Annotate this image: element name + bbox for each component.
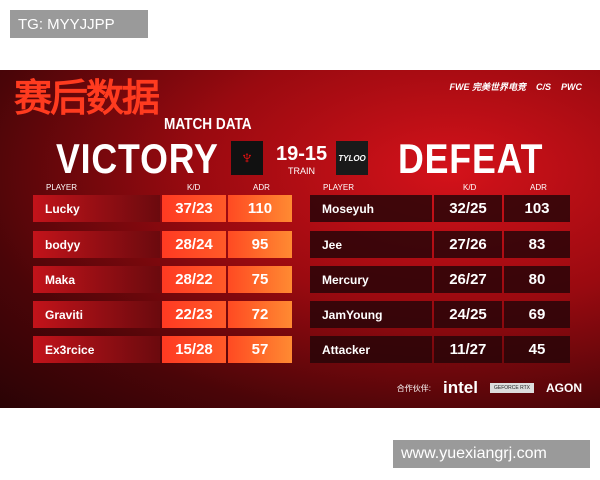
sponsor: C/S	[535, 82, 551, 92]
player-adr: 83	[504, 231, 570, 258]
player-name: Ex3rcice	[33, 336, 160, 363]
player-name: Maka	[33, 266, 160, 293]
partners: 合作伙伴: intel GEFORCE RTX AGON	[397, 378, 582, 398]
intel-logo: intel	[443, 378, 478, 397]
header-adr: ADR	[530, 183, 547, 192]
player-row: Graviti 22/23 72	[33, 301, 292, 328]
player-row: Lucky 37/23 110	[33, 195, 292, 222]
player-kd: 27/26	[434, 231, 502, 258]
header-kd: K/D	[187, 183, 201, 192]
sponsor: FWE 完美世界电竞	[449, 82, 526, 92]
player-name: Lucky	[33, 195, 160, 222]
partners-label: 合作伙伴:	[396, 383, 432, 393]
defeat-label: DEFEAT	[398, 135, 544, 182]
header-adr: ADR	[253, 183, 270, 192]
agon-logo: AGON	[546, 381, 582, 395]
player-name: Graviti	[33, 301, 160, 328]
sponsors-top: FWE 完美世界电竞 C/S PWC	[449, 82, 582, 93]
player-kd: 28/22	[162, 266, 226, 293]
player-adr: 95	[228, 231, 292, 258]
geforce-logo: GEFORCE RTX	[489, 383, 534, 393]
match-data-banner: 赛后数据 MATCH DATA FWE 完美世界电竞 C/S PWC VICTO…	[0, 70, 600, 408]
watermark-bottom: www.yuexiangrj.com	[393, 440, 590, 468]
player-adr: 72	[228, 301, 292, 328]
team-logo-tyloo: TYLOO	[336, 141, 368, 175]
player-kd: 22/23	[162, 301, 226, 328]
player-adr: 110	[228, 195, 292, 222]
player-kd: 37/23	[162, 195, 226, 222]
player-adr: 57	[228, 336, 292, 363]
player-row: Moseyuh 32/25 103	[310, 195, 570, 222]
title-cn: 赛后数据	[14, 76, 160, 120]
sponsor: PWC	[561, 82, 582, 92]
player-row: Jee 27/26 83	[310, 231, 570, 258]
player-row: Ex3rcice 15/28 57	[33, 336, 292, 363]
player-adr: 103	[504, 195, 570, 222]
score: 19-15	[276, 143, 328, 165]
player-name: bodyy	[33, 231, 160, 258]
player-name: Jee	[310, 231, 432, 258]
player-row: Attacker 11/27 45	[310, 336, 570, 363]
player-adr: 45	[504, 336, 570, 363]
header-player: PLAYER	[323, 183, 354, 192]
player-adr: 69	[504, 301, 570, 328]
player-adr: 75	[228, 266, 292, 293]
player-kd: 28/24	[162, 231, 226, 258]
player-name: Mercury	[310, 266, 432, 293]
player-kd: 26/27	[434, 266, 502, 293]
player-name: JamYoung	[310, 301, 432, 328]
header-kd: K/D	[463, 183, 477, 192]
player-row: bodyy 28/24 95	[33, 231, 292, 258]
player-row: Mercury 26/27 80	[310, 266, 570, 293]
player-name: Attacker	[310, 336, 432, 363]
title-en: MATCH DATA	[164, 116, 252, 133]
player-row: Maka 28/22 75	[33, 266, 292, 293]
team-logo-devil-icon: ♆	[231, 141, 263, 175]
player-adr: 80	[504, 266, 570, 293]
player-kd: 24/25	[434, 301, 502, 328]
player-kd: 32/25	[434, 195, 502, 222]
player-name: Moseyuh	[310, 195, 432, 222]
victory-label: VICTORY	[56, 135, 219, 182]
player-kd: 11/27	[434, 336, 502, 363]
watermark-top: TG: MYYJJPP	[10, 10, 148, 38]
player-row: JamYoung 24/25 69	[310, 301, 570, 328]
player-kd: 15/28	[162, 336, 226, 363]
header-player: PLAYER	[46, 183, 77, 192]
map-name: TRAIN	[288, 166, 315, 176]
